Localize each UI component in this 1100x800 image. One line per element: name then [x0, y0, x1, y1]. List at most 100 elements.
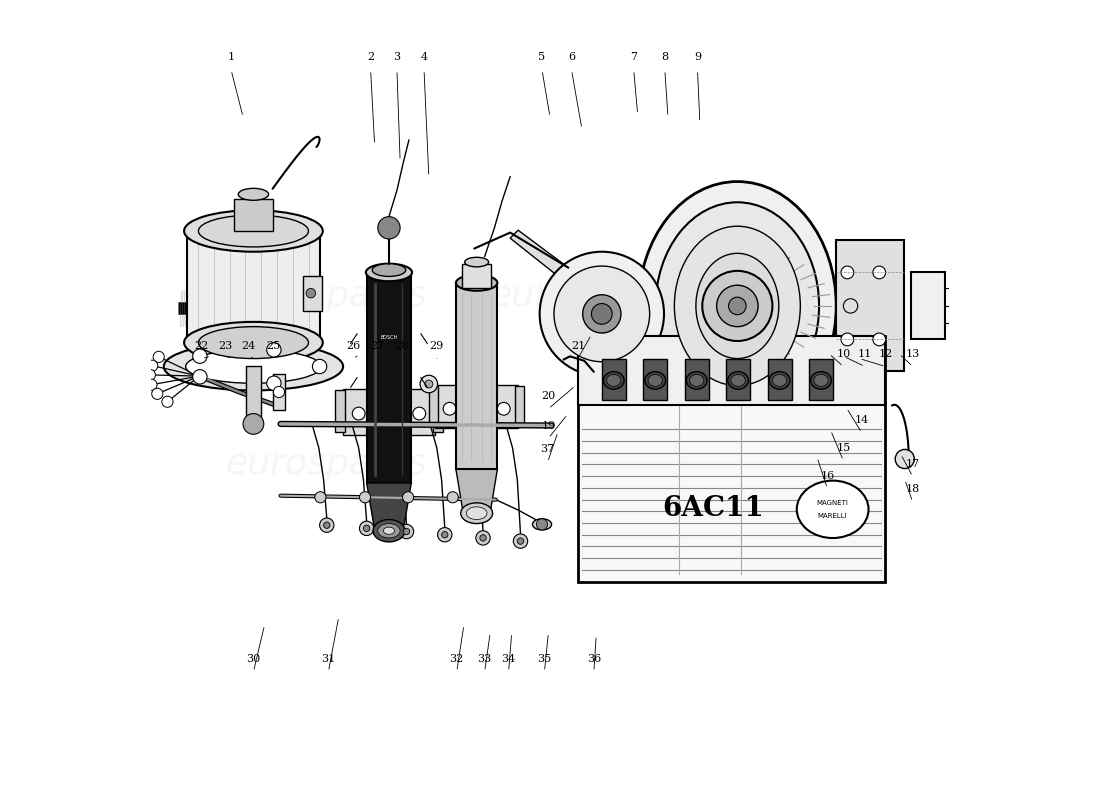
Text: 22: 22 [195, 341, 209, 350]
Text: 6: 6 [568, 52, 575, 62]
Text: 28: 28 [394, 341, 408, 350]
Bar [768, 358, 792, 400]
Circle shape [554, 266, 650, 362]
Text: 17: 17 [905, 458, 920, 469]
Ellipse shape [606, 374, 621, 386]
Bar [436, 385, 518, 428]
Text: 31: 31 [321, 654, 336, 664]
Text: 10: 10 [836, 349, 850, 358]
Circle shape [716, 286, 758, 326]
Text: 20: 20 [541, 391, 556, 401]
Bar [836, 240, 904, 371]
Text: 25: 25 [266, 341, 280, 350]
Text: 11: 11 [858, 349, 872, 358]
Text: 35: 35 [537, 654, 551, 664]
Polygon shape [366, 483, 411, 525]
Text: 15: 15 [836, 443, 850, 453]
Ellipse shape [184, 322, 322, 363]
Ellipse shape [645, 372, 665, 389]
Circle shape [306, 288, 316, 298]
Bar [578, 336, 884, 405]
Circle shape [312, 359, 327, 374]
Text: BOSCH: BOSCH [381, 335, 397, 340]
Bar [429, 386, 439, 425]
Ellipse shape [373, 519, 405, 542]
Circle shape [363, 525, 370, 531]
Text: 37: 37 [540, 445, 554, 454]
Text: 5: 5 [539, 52, 546, 62]
Bar [578, 336, 884, 582]
Ellipse shape [728, 372, 748, 389]
Circle shape [274, 386, 285, 398]
Text: eurospares: eurospares [488, 279, 691, 314]
Text: 30: 30 [246, 654, 261, 664]
Circle shape [360, 492, 371, 503]
Bar [302, 276, 322, 310]
Circle shape [404, 528, 409, 534]
Text: eurospares: eurospares [226, 446, 428, 481]
Text: 34: 34 [502, 654, 516, 664]
Circle shape [412, 407, 426, 420]
Ellipse shape [532, 518, 551, 530]
Ellipse shape [638, 182, 836, 430]
Circle shape [842, 266, 854, 279]
Bar [234, 199, 273, 231]
Ellipse shape [198, 326, 308, 358]
Ellipse shape [186, 350, 321, 383]
Circle shape [320, 518, 334, 532]
Text: 27: 27 [370, 341, 384, 350]
Text: 7: 7 [630, 52, 637, 62]
Ellipse shape [814, 374, 828, 386]
Text: 23: 23 [219, 341, 233, 350]
Circle shape [448, 492, 459, 503]
Text: 26: 26 [346, 341, 360, 350]
Ellipse shape [184, 210, 322, 252]
Bar [343, 389, 436, 435]
Ellipse shape [384, 527, 395, 534]
Circle shape [352, 407, 365, 420]
Circle shape [146, 379, 157, 390]
Circle shape [315, 492, 326, 503]
Circle shape [540, 252, 664, 376]
Text: 21: 21 [571, 341, 585, 350]
Bar [644, 358, 668, 400]
Ellipse shape [732, 374, 746, 386]
Circle shape [323, 522, 330, 528]
Ellipse shape [455, 275, 497, 290]
Bar [602, 358, 626, 400]
Ellipse shape [656, 202, 820, 410]
Circle shape [583, 294, 621, 333]
Circle shape [873, 266, 886, 279]
Text: 14: 14 [855, 415, 869, 425]
Ellipse shape [164, 342, 343, 390]
Text: 9: 9 [694, 52, 701, 62]
Circle shape [399, 524, 414, 538]
Circle shape [152, 388, 163, 399]
Circle shape [728, 297, 746, 314]
Circle shape [403, 492, 414, 503]
Bar [455, 285, 497, 470]
Text: 2: 2 [367, 52, 374, 62]
Ellipse shape [696, 254, 779, 358]
Ellipse shape [366, 264, 412, 282]
Bar [187, 233, 320, 340]
Ellipse shape [796, 481, 869, 538]
Ellipse shape [811, 372, 832, 389]
Text: 6AC11: 6AC11 [662, 494, 763, 522]
Polygon shape [510, 230, 569, 278]
Circle shape [420, 375, 438, 393]
Circle shape [842, 333, 854, 346]
Ellipse shape [466, 507, 487, 519]
Bar [684, 358, 708, 400]
Circle shape [192, 370, 207, 384]
Ellipse shape [604, 372, 624, 389]
Ellipse shape [686, 372, 707, 389]
Circle shape [702, 271, 772, 341]
Circle shape [480, 534, 486, 541]
Circle shape [497, 402, 510, 415]
Circle shape [266, 342, 282, 357]
Circle shape [592, 303, 613, 324]
Circle shape [443, 402, 455, 415]
Bar [246, 366, 261, 420]
Circle shape [243, 414, 264, 434]
